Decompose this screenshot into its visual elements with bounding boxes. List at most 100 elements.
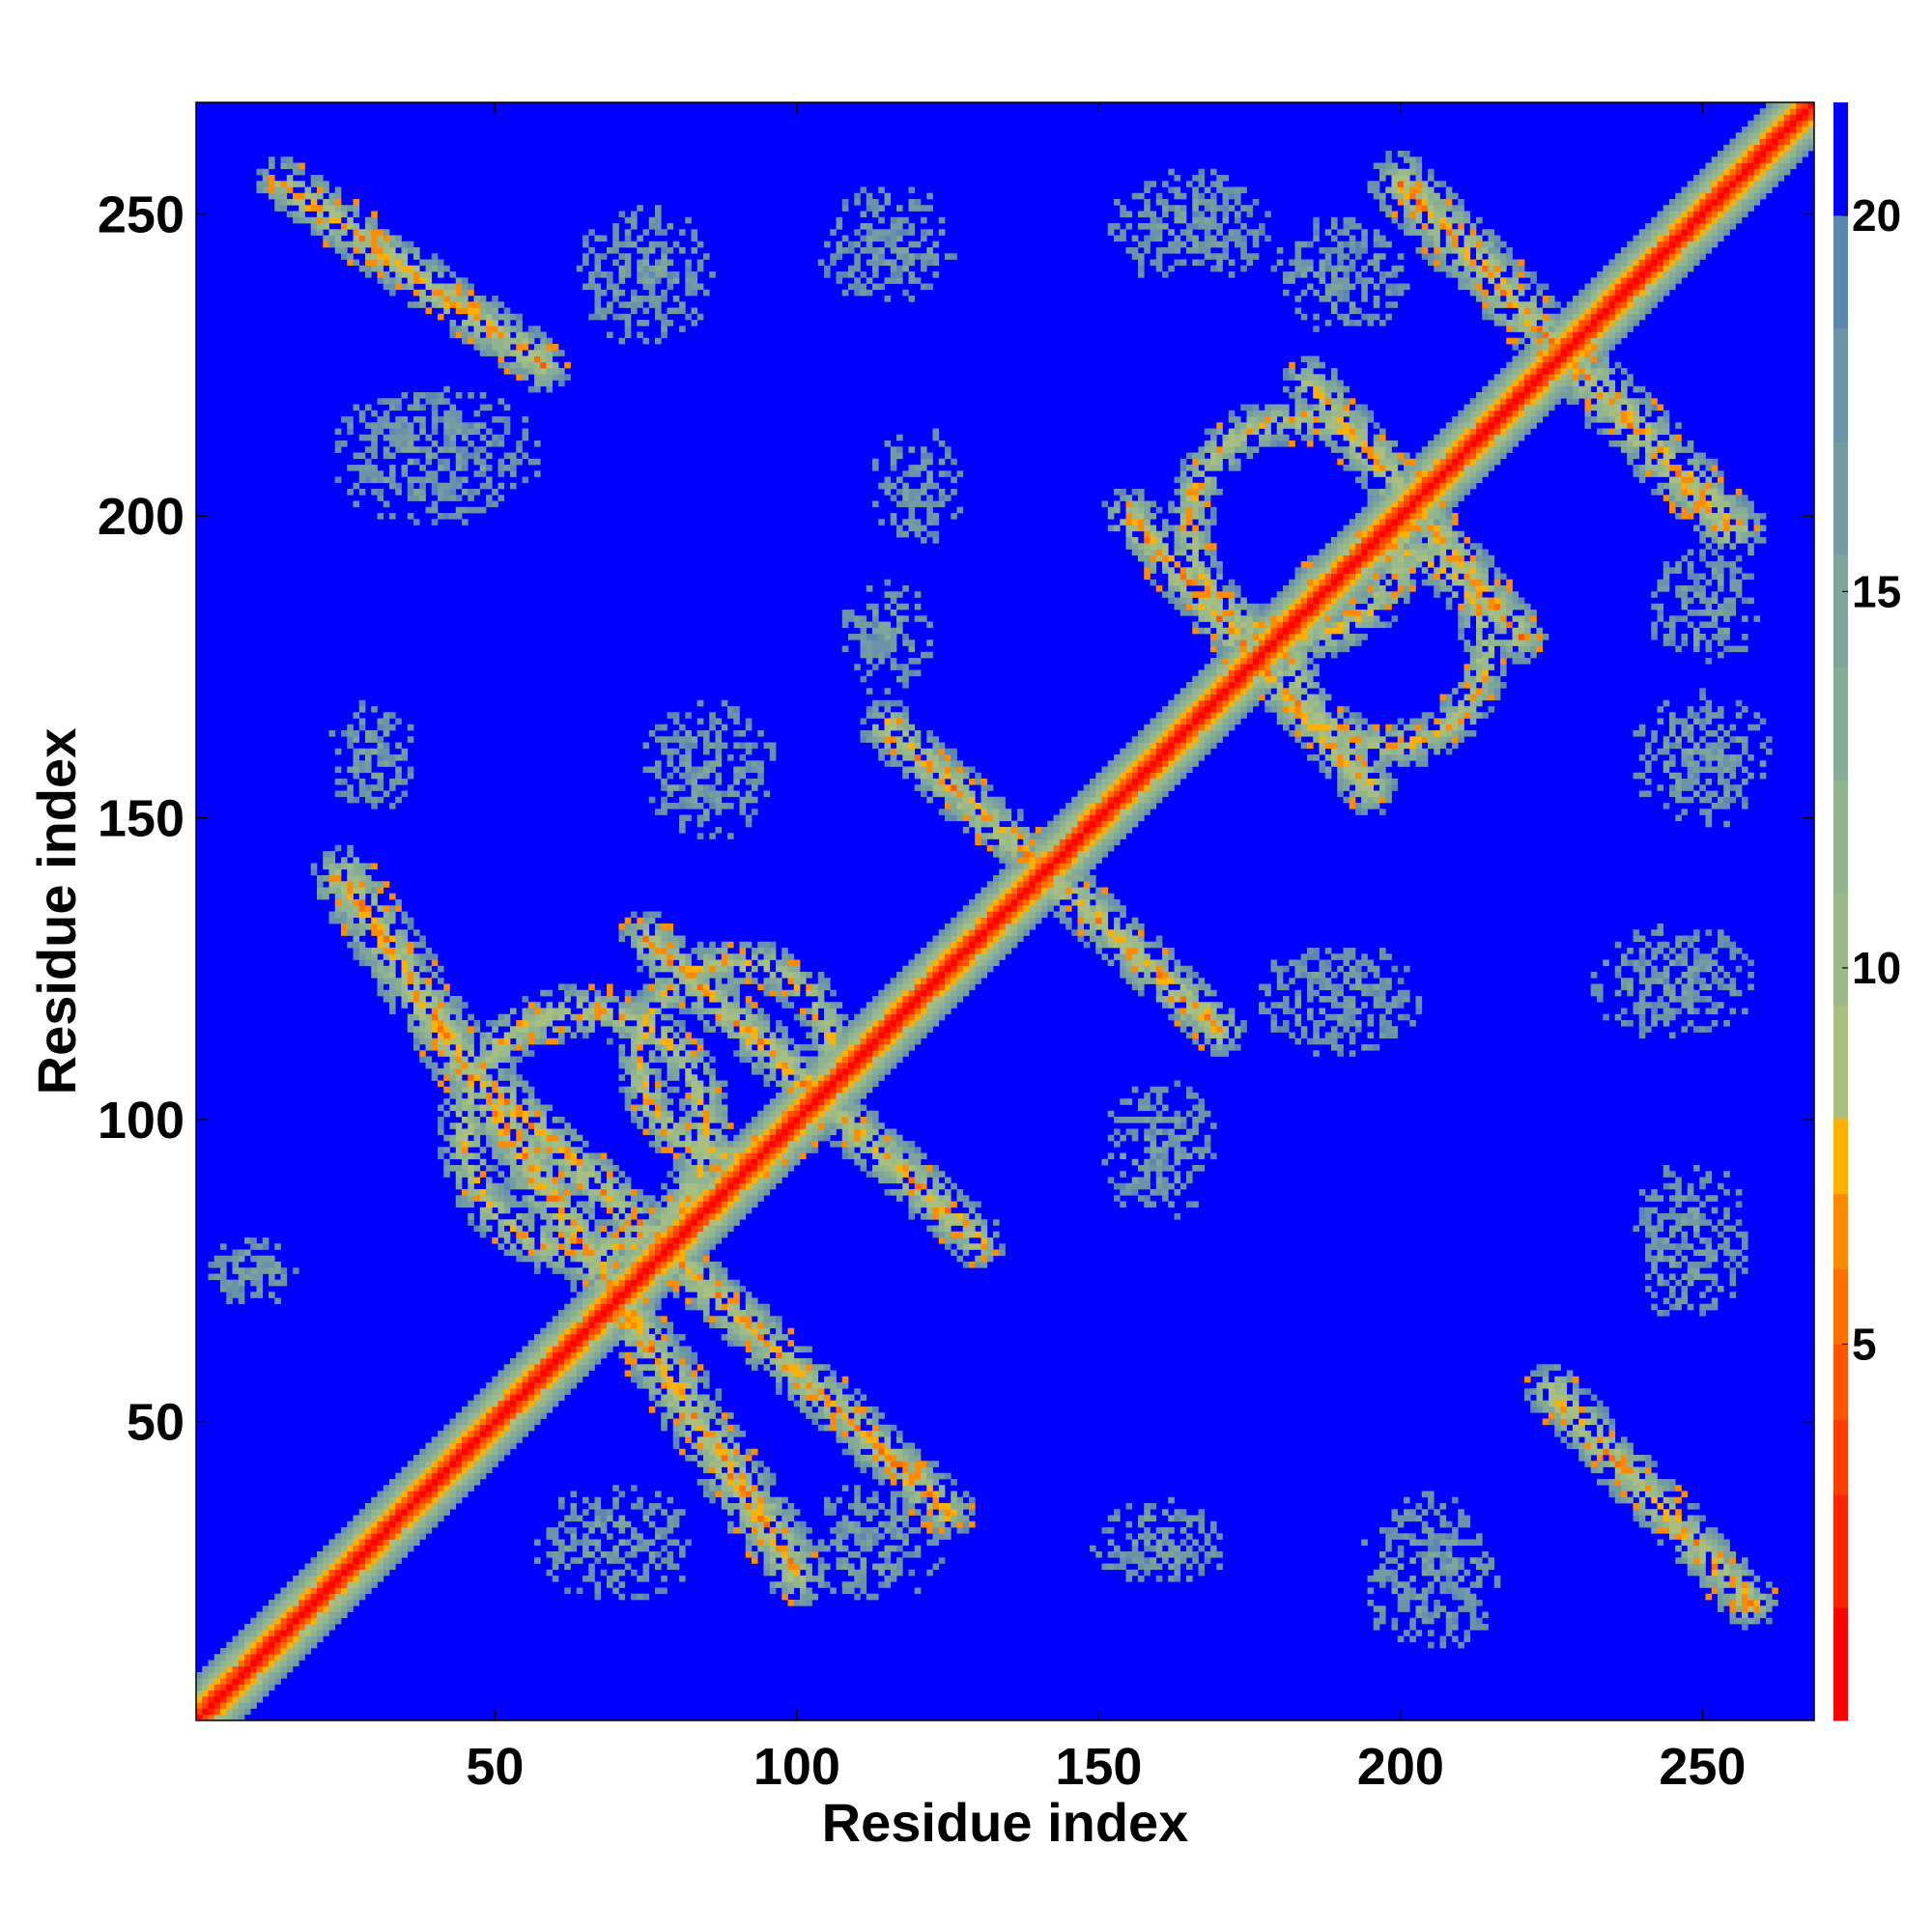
heatmap-cell [854,1080,861,1088]
heatmap-cell [824,1400,831,1407]
heatmap-cell [612,1262,619,1268]
heatmap-cell [558,1189,565,1196]
heatmap-cell [395,1479,402,1486]
heatmap-cell [377,1515,384,1522]
heatmap-cell [914,1147,922,1153]
heatmap-cell [637,1503,643,1510]
heatmap-cell [594,1503,602,1510]
heatmap-cell [806,1128,812,1136]
heatmap-cell [914,1448,922,1456]
heatmap-cell [1597,1424,1604,1432]
heatmap-cell [1144,1165,1151,1172]
heatmap-cell [854,1110,861,1118]
heatmap-cell [830,1093,837,1099]
heatmap-cell [1463,1569,1471,1577]
heatmap-cell [890,1056,897,1064]
heatmap-cell [715,1292,723,1298]
heatmap-cell [618,1593,626,1601]
heatmap-cell [503,1086,511,1094]
heatmap-cell [468,1122,474,1129]
heatmap-cell [637,1327,643,1335]
heatmap-cell [757,1050,764,1057]
heatmap-cell [419,1509,426,1516]
heatmap-cell [1107,1152,1115,1160]
heatmap-cell [1566,1442,1574,1450]
heatmap-cell [250,1292,257,1298]
heatmap-cell [661,1243,668,1250]
heatmap-cell [817,1563,825,1571]
heatmap-cell [685,1382,692,1389]
heatmap-cell [624,1098,632,1105]
heatmap-cell [208,1690,215,1697]
heatmap-cell [323,1557,329,1564]
heatmap-cell [582,1243,589,1250]
heatmap-cell [546,1219,554,1226]
heatmap-cell [969,1496,976,1504]
heatmap-cell [1168,1576,1175,1582]
heatmap-cell [1590,1442,1598,1450]
heatmap-cell [721,1479,728,1486]
heatmap-cell [220,1648,227,1655]
heatmap-cell [672,1273,680,1281]
heatmap-cell [1693,1267,1700,1274]
heatmap-cell [1621,1455,1628,1462]
heatmap-cell [328,1545,336,1552]
heatmap-cell [510,1177,517,1184]
heatmap-cell [932,1195,940,1202]
heatmap-cell [1729,1617,1737,1625]
heatmap-cell [709,1485,716,1492]
heatmap-cell [962,1219,970,1226]
heatmap-cell [449,1431,457,1437]
heatmap-cell [546,1182,554,1190]
heatmap-cell [1179,1527,1187,1534]
heatmap-cell [395,1527,402,1534]
heatmap-cell [1687,1527,1694,1534]
heatmap-cell [642,1382,650,1389]
heatmap-cell [733,1297,740,1305]
heatmap-cell [806,1600,812,1606]
heatmap-cell [1645,1207,1652,1214]
heatmap-cell [806,1122,812,1129]
heatmap-cell [841,1527,849,1534]
heatmap-cell [866,1442,873,1450]
heatmap-cell [727,1527,734,1534]
heatmap-cell [1705,1219,1713,1226]
heatmap-cell [274,1279,281,1287]
heatmap-cell [781,1068,788,1075]
heatmap-cell [1155,1189,1163,1196]
heatmap-cell [588,1255,595,1263]
heatmap-cell [793,1062,801,1069]
heatmap-cell [558,1171,565,1178]
heatmap-cell [667,1219,674,1226]
heatmap-cell [389,1515,396,1522]
heatmap-cell [806,1134,812,1142]
heatmap-cell [503,1201,511,1208]
heatmap-cell [951,1520,957,1528]
heatmap-cell [600,1243,608,1250]
heatmap-cell [1675,1213,1682,1220]
heatmap-cell [733,1472,740,1480]
heatmap-cell [637,1104,643,1112]
heatmap-cell-group [196,102,1815,1721]
heatmap-cell [631,1267,638,1274]
heatmap-cell [655,1249,662,1257]
heatmap-cell [582,1303,589,1311]
heatmap-cell [564,1243,571,1250]
heatmap-cell [1662,1182,1670,1190]
heatmap-cell [220,1714,227,1721]
heatmap-cell [1482,1569,1489,1577]
heatmap-cell [226,1672,233,1679]
heatmap-cell [244,1696,251,1703]
heatmap-cell [685,1110,692,1118]
heatmap-cell [1138,1515,1145,1522]
heatmap-cell [1385,1539,1392,1547]
heatmap-cell [576,1340,583,1347]
heatmap-cell [449,1104,457,1112]
heatmap-cell [1566,1431,1574,1437]
heatmap-cell [637,1122,643,1129]
heatmap-cell [510,1104,517,1112]
heatmap-cell [908,1448,916,1456]
heatmap-cell [353,1545,360,1552]
heatmap-cell [739,1165,747,1172]
heatmap-cell [473,1104,481,1112]
